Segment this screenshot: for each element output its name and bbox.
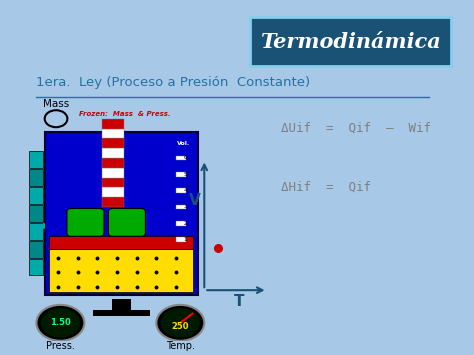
Bar <box>102 119 124 129</box>
Text: 1.50: 1.50 <box>50 318 71 327</box>
Bar <box>176 237 186 242</box>
Text: 5: 5 <box>183 172 187 177</box>
Text: V: V <box>189 193 201 208</box>
Bar <box>112 299 131 311</box>
Bar <box>102 168 124 178</box>
Bar <box>102 148 124 158</box>
Text: 1era.  Ley (Proceso a Presión  Constante): 1era. Ley (Proceso a Presión Constante) <box>36 76 310 89</box>
Circle shape <box>156 305 204 341</box>
FancyBboxPatch shape <box>109 208 146 236</box>
Circle shape <box>161 308 200 338</box>
Text: Press.: Press. <box>46 341 75 351</box>
Circle shape <box>41 308 80 338</box>
Bar <box>45 132 198 295</box>
Bar <box>28 241 43 257</box>
Bar <box>102 197 124 207</box>
Text: Mass: Mass <box>43 99 69 109</box>
Bar <box>102 158 124 168</box>
Text: ΔHif  =  Qif: ΔHif = Qif <box>281 181 371 194</box>
Text: 1: 1 <box>183 237 187 242</box>
Text: Termodinámica: Termodinámica <box>260 32 441 52</box>
Circle shape <box>36 305 84 341</box>
FancyBboxPatch shape <box>250 17 451 66</box>
Text: Frozen:  Mass  & Press.: Frozen: Mass & Press. <box>79 111 170 117</box>
Bar <box>176 204 186 209</box>
Bar <box>102 178 124 187</box>
Bar <box>176 172 186 176</box>
Bar <box>102 129 124 138</box>
Bar <box>176 155 186 160</box>
Text: 4: 4 <box>183 188 187 193</box>
Text: Temp.: Temp. <box>166 341 195 351</box>
Bar <box>28 223 43 240</box>
Text: Vol.: Vol. <box>177 141 190 146</box>
Bar <box>102 138 124 148</box>
Text: 3: 3 <box>183 204 187 209</box>
Text: 250: 250 <box>172 322 189 331</box>
FancyBboxPatch shape <box>67 208 104 236</box>
Bar <box>28 205 43 222</box>
Text: 2: 2 <box>183 221 187 226</box>
Bar <box>176 221 186 225</box>
Text: 6: 6 <box>183 155 187 160</box>
Bar <box>176 188 186 193</box>
Bar <box>28 187 43 204</box>
Bar <box>28 151 43 168</box>
Bar <box>102 187 124 197</box>
Text: T: T <box>234 294 244 309</box>
Bar <box>93 310 150 316</box>
Bar <box>28 169 43 186</box>
Text: ΔUif  =  Qif  –  Wif: ΔUif = Qif – Wif <box>281 122 430 135</box>
Bar <box>49 236 193 249</box>
Bar <box>28 259 43 275</box>
Bar <box>49 249 193 292</box>
